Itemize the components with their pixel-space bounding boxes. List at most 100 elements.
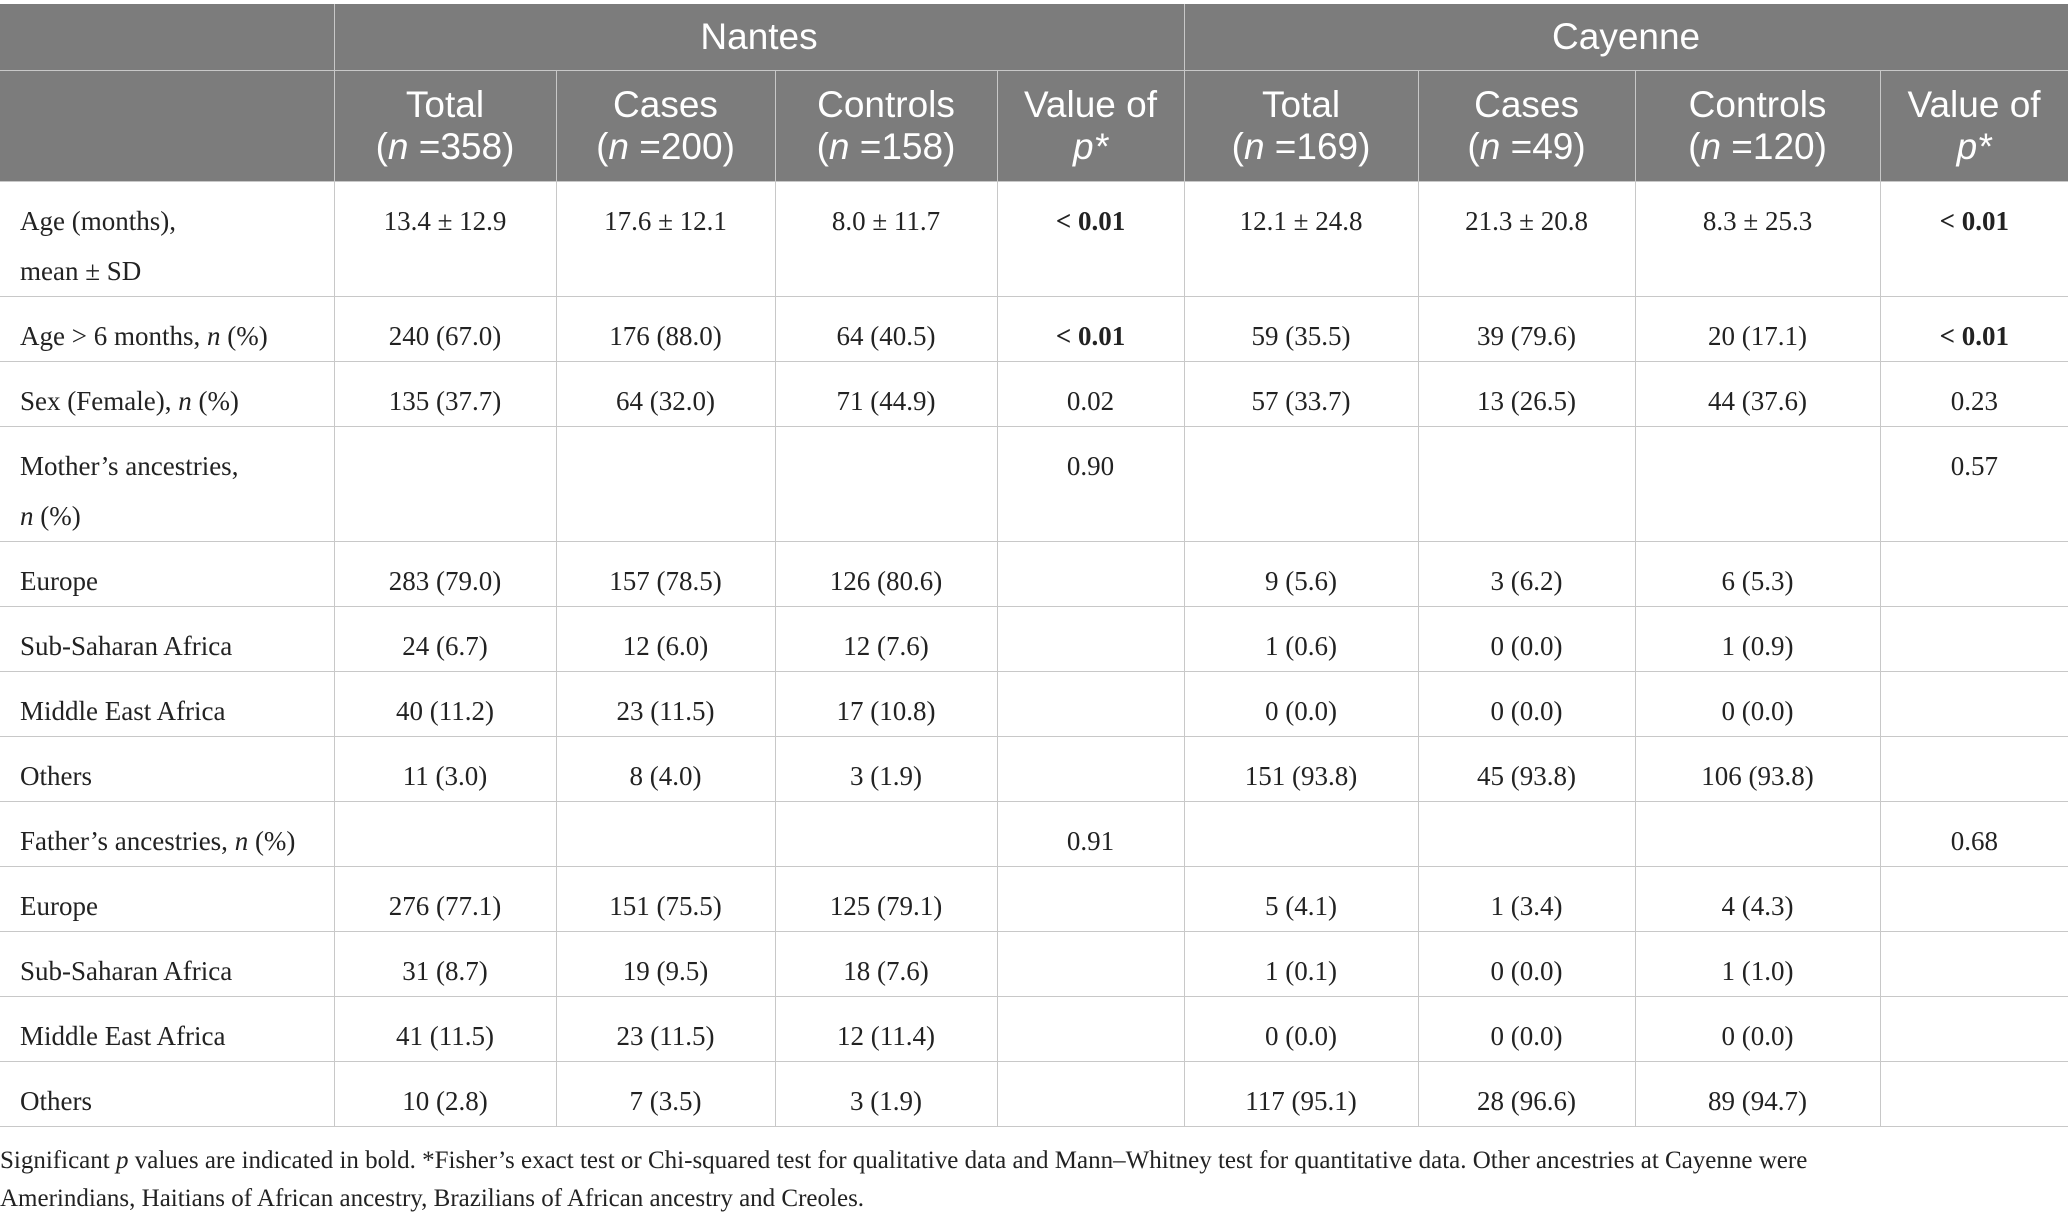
data-cell: 0 (0.0) (1634, 671, 1881, 737)
column-header-label: Value of (1024, 84, 1158, 125)
table-row: Middle East Africa 41 (11.5) 23 (11.5) 12 (… (0, 996, 2068, 1062)
row-label-text: Age > 6 months, (20, 321, 207, 351)
data-cell: 31 (8.7) (333, 931, 557, 997)
data-cell (1183, 801, 1419, 867)
column-header-label: Cases (613, 84, 718, 125)
data-cell: 1 (0.1) (1183, 931, 1419, 997)
data-cell: 126 (80.6) (774, 541, 998, 607)
data-cell: 1 (0.9) (1634, 606, 1881, 672)
table-row: Sex (Female), n (%) 135 (37.7) 64 (32.0) 71… (0, 361, 2068, 427)
data-cell: 283 (79.0) (333, 541, 557, 607)
data-cell: 19 (9.5) (555, 931, 776, 997)
table-row: Middle East Africa 40 (11.2) 23 (11.5) 17 (… (0, 671, 2068, 737)
p-value-cell (1879, 866, 2068, 932)
p-value-cell: 0.57 (1879, 426, 2068, 542)
n-value: 158 (881, 126, 944, 167)
data-cell: 13.4 ± 12.9 (333, 181, 557, 297)
p-value-cell (996, 866, 1185, 932)
row-label: Europe (0, 866, 335, 932)
data-cell: 24 (6.7) (333, 606, 557, 672)
data-cell: 117 (95.1) (1183, 1061, 1419, 1127)
table-row: Age > 6 months, n (%) 240 (67.0) 176 (88.0… (0, 296, 2068, 362)
n-value: 49 (1532, 126, 1574, 167)
row-label: Sex (Female), n (%) (0, 361, 335, 427)
data-cell: 0 (0.0) (1417, 606, 1636, 672)
n-equals: = (1264, 126, 1297, 167)
p-value-cell: 0.91 (996, 801, 1185, 867)
data-cell (1183, 426, 1419, 542)
data-cell: 240 (67.0) (333, 296, 557, 362)
n-value: 169 (1296, 126, 1359, 167)
n-symbol: n (1700, 126, 1722, 167)
row-label-text: Middle East Africa (20, 1021, 226, 1051)
n-symbol: n (608, 126, 629, 167)
n-equals: = (1721, 126, 1753, 167)
p-value-cell: 0.23 (1879, 361, 2068, 427)
column-header-n: (n =200) (596, 126, 735, 167)
data-cell (555, 426, 776, 542)
p-value-cell (1879, 996, 2068, 1062)
table-footnote: Significant p values are indicated in bo… (0, 1142, 2040, 1218)
n-value: 200 (660, 126, 723, 167)
column-header-label: Controls (1688, 84, 1827, 125)
row-label: Age (months), mean ± SD (0, 181, 335, 297)
row-label: Mother’s ancestries, n (%) (0, 426, 335, 542)
data-cell (1634, 801, 1881, 867)
column-header-n: (n =158) (816, 126, 956, 167)
n-value: 358 (440, 126, 503, 167)
data-cell: 21.3 ± 20.8 (1417, 181, 1636, 297)
column-header-n: (n =358) (375, 126, 515, 167)
data-cell (555, 801, 776, 867)
table-row: Europe 276 (77.1) 151 (75.5) 125 (79.1) 5 (4… (0, 866, 2068, 932)
p-value-cell: < 0.01 (1879, 181, 2068, 297)
table-wrapper: Nantes Cayenne Total (n =358) Cases (n =200… (0, 4, 2068, 1127)
data-cell: 0 (0.0) (1634, 996, 1881, 1062)
table-row: Others 10 (2.8) 7 (3.5) 3 (1.9) 117 (95.1) 28… (0, 1061, 2068, 1127)
data-cell: 6 (5.3) (1634, 541, 1881, 607)
n-symbol: n (387, 126, 409, 167)
table-row: Age (months), mean ± SD 13.4 ± 12.9 17.6 ± … (0, 181, 2068, 297)
data-cell: 176 (88.0) (555, 296, 776, 362)
n-value: 120 (1752, 126, 1815, 167)
column-header-2: Controls (n =158) (774, 70, 998, 182)
row-label-tail: (%) (33, 501, 81, 531)
column-header-label: Total (405, 84, 485, 125)
row-label-text: Sub-Saharan Africa (20, 956, 233, 986)
group-header-cayenne: Cayenne (1183, 4, 2068, 71)
footnote-text-b: values are indicated in bold. *Fisher’s … (128, 1147, 1808, 1174)
column-header-4: Total (n =169) (1183, 70, 1419, 182)
column-header-0: Total (n =358) (333, 70, 557, 182)
p-value-cell: 0.02 (996, 361, 1185, 427)
data-cell: 12 (7.6) (774, 606, 998, 672)
data-cell: 3 (1.9) (774, 736, 998, 802)
p-value-cell (996, 736, 1185, 802)
data-cell: 18 (7.6) (774, 931, 998, 997)
n-equals: = (628, 126, 661, 167)
data-cell: 45 (93.8) (1417, 736, 1636, 802)
column-header-p: p* (998, 126, 1184, 168)
row-label-n: n (234, 826, 249, 856)
row-label-text: Others (20, 1086, 92, 1116)
column-header-5: Cases (n =49) (1417, 70, 1636, 182)
data-cell: 89 (94.7) (1634, 1061, 1881, 1127)
row-label: Middle East Africa (0, 671, 335, 737)
data-cell: 0 (0.0) (1417, 671, 1636, 737)
data-cell: 40 (11.2) (333, 671, 557, 737)
row-label-text: Sub-Saharan Africa (20, 631, 233, 661)
footnote-p-italic: p (115, 1147, 129, 1174)
column-header-label: Cases (1474, 84, 1579, 125)
data-cell: 39 (79.6) (1417, 296, 1636, 362)
data-cell: 1 (1.0) (1634, 931, 1881, 997)
data-cell (333, 801, 557, 867)
p-value-cell (1879, 606, 2068, 672)
p-value-cell (996, 931, 1185, 997)
data-cell: 11 (3.0) (333, 736, 557, 802)
row-label-line-2: mean ± SD (20, 256, 142, 286)
data-cell: 28 (96.6) (1417, 1061, 1636, 1127)
data-cell: 1 (3.4) (1417, 866, 1636, 932)
row-label-text: Europe (20, 566, 98, 596)
data-cell: 0 (0.0) (1417, 931, 1636, 997)
data-cell: 151 (93.8) (1183, 736, 1419, 802)
table-row: Sub-Saharan Africa 31 (8.7) 19 (9.5) 18 (7.… (0, 931, 2068, 997)
data-cell: 8 (4.0) (555, 736, 776, 802)
